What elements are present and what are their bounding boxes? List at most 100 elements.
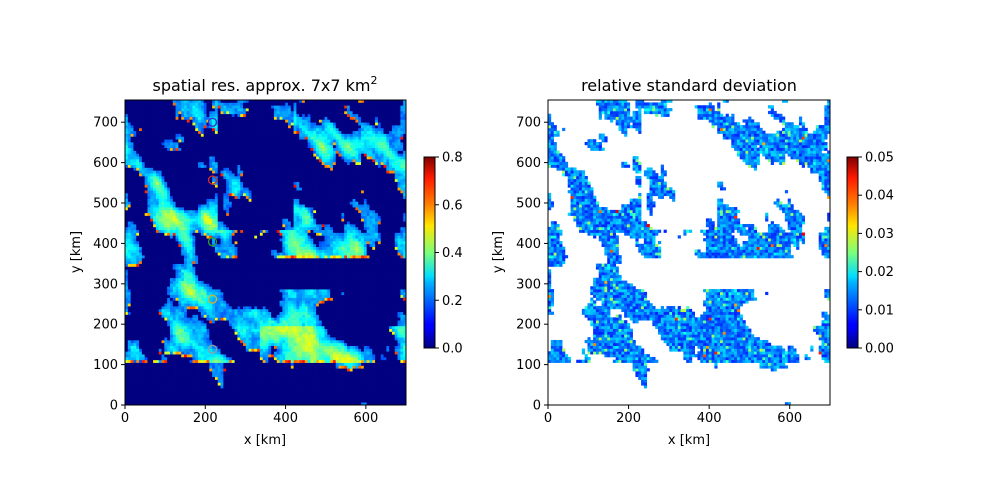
left-heatmap-cell bbox=[136, 272, 140, 276]
left-heatmap-cell bbox=[341, 388, 345, 392]
left-heatmap-cell bbox=[181, 303, 185, 307]
left-heatmap-cell bbox=[237, 331, 241, 335]
left-heatmap-cell bbox=[268, 294, 272, 298]
left-heatmap-cell bbox=[243, 317, 247, 321]
left-heatmap-cell bbox=[304, 402, 308, 406]
left-heatmap-cell bbox=[403, 317, 407, 321]
left-heatmap-cell bbox=[127, 328, 131, 332]
left-heatmap-cell bbox=[321, 297, 325, 301]
left-heatmap-cell bbox=[226, 359, 230, 363]
left-heatmap-cell bbox=[375, 379, 379, 383]
left-heatmap-cell bbox=[178, 390, 182, 395]
left-heatmap-cell bbox=[361, 359, 365, 363]
left-heatmap-cell bbox=[257, 362, 261, 366]
left-heatmap-cell bbox=[358, 280, 362, 284]
left-heatmap-cell bbox=[231, 328, 235, 332]
left-heatmap-cell bbox=[214, 283, 219, 287]
left-heatmap-cell bbox=[245, 362, 249, 366]
left-heatmap-cell bbox=[125, 362, 129, 366]
left-heatmap-cell bbox=[397, 371, 401, 375]
left-heatmap-cell bbox=[363, 263, 368, 267]
left-heatmap-cell bbox=[403, 308, 407, 313]
left-heatmap-cell bbox=[271, 274, 275, 279]
left-heatmap-cell bbox=[223, 266, 227, 270]
left-heatmap-cell bbox=[147, 317, 151, 321]
left-heatmap-cell bbox=[228, 337, 233, 341]
left-heatmap-cell bbox=[259, 331, 264, 335]
left-heatmap-cell bbox=[214, 322, 219, 327]
left-heatmap-cell bbox=[400, 269, 404, 273]
left-heatmap-cell bbox=[136, 351, 140, 355]
left-heatmap-cell bbox=[186, 283, 190, 287]
left-heatmap-cell bbox=[184, 373, 188, 378]
left-heatmap-cell bbox=[282, 291, 286, 296]
left-heatmap-cell bbox=[139, 351, 143, 355]
left-heatmap-cell bbox=[287, 393, 292, 397]
left-heatmap-cell bbox=[217, 354, 221, 358]
left-heatmap-cell bbox=[189, 388, 193, 392]
left-heatmap-cell bbox=[265, 331, 269, 335]
left-heatmap-cell bbox=[310, 362, 314, 366]
left-heatmap-cell bbox=[248, 325, 252, 329]
left-heatmap-cell bbox=[167, 306, 171, 310]
left-heatmap-cell bbox=[125, 266, 129, 270]
left-heatmap-cell bbox=[282, 286, 286, 290]
left-heatmap-cell bbox=[257, 274, 261, 279]
left-heatmap-cell bbox=[130, 314, 134, 318]
left-heatmap-cell bbox=[394, 325, 398, 329]
left-heatmap-cell bbox=[234, 274, 238, 279]
left-heatmap-cell bbox=[155, 308, 160, 313]
left-heatmap-cell bbox=[257, 303, 261, 307]
left-heatmap-cell bbox=[383, 385, 387, 389]
left-heatmap-cell bbox=[130, 376, 134, 380]
left-heatmap-cell bbox=[299, 342, 303, 346]
left-heatmap-cell bbox=[169, 342, 174, 346]
left-heatmap-cell bbox=[318, 373, 323, 378]
left-heatmap-cell bbox=[127, 325, 131, 329]
left-heatmap-cell bbox=[363, 393, 368, 397]
left-heatmap-cell bbox=[136, 274, 140, 279]
left-heatmap-cell bbox=[192, 266, 196, 270]
left-heatmap-cell bbox=[189, 331, 193, 335]
left-heatmap-cell bbox=[296, 376, 300, 380]
left-heatmap-cell bbox=[150, 348, 154, 352]
left-heatmap-cell bbox=[302, 382, 306, 386]
left-heatmap-cell bbox=[355, 388, 359, 392]
left-heatmap-cell bbox=[127, 272, 131, 276]
left-heatmap-cell bbox=[189, 289, 193, 293]
left-heatmap-cell bbox=[307, 342, 311, 346]
left-heatmap-cell bbox=[302, 303, 306, 307]
left-heatmap-cell bbox=[259, 337, 264, 341]
left-heatmap-cell bbox=[237, 306, 241, 310]
left-heatmap-cell bbox=[198, 402, 202, 406]
left-heatmap-cell bbox=[161, 286, 165, 290]
left-heatmap-cell bbox=[164, 356, 168, 361]
left-heatmap-cell bbox=[324, 297, 328, 301]
left-heatmap-cell bbox=[125, 365, 129, 369]
left-heatmap-cell bbox=[141, 277, 146, 281]
left-heatmap-cell bbox=[304, 269, 308, 273]
left-heatmap-cell bbox=[265, 325, 269, 329]
left-heatmap-cell bbox=[155, 362, 160, 366]
left-heatmap-cell bbox=[203, 277, 207, 281]
left-heatmap-cell bbox=[147, 289, 151, 293]
left-heatmap-cell bbox=[358, 390, 362, 395]
left-heatmap-cell bbox=[139, 379, 143, 383]
left-heatmap-cell bbox=[318, 402, 323, 406]
left-heatmap-cell bbox=[161, 277, 165, 281]
left-heatmap-cell bbox=[369, 297, 373, 301]
left-heatmap-cell bbox=[150, 402, 154, 406]
left-heatmap-cell bbox=[243, 365, 247, 369]
left-heatmap-cell bbox=[169, 402, 174, 406]
left-heatmap-cell bbox=[155, 325, 160, 329]
left-heatmap-cell bbox=[344, 266, 348, 270]
left-heatmap-cell bbox=[209, 311, 213, 315]
left-heatmap-cell bbox=[338, 342, 342, 346]
left-heatmap-cell bbox=[279, 334, 283, 338]
left-heatmap-cell bbox=[144, 303, 148, 307]
left-heatmap-cell bbox=[352, 373, 356, 378]
left-heatmap-cell bbox=[164, 317, 168, 321]
left-heatmap-cell bbox=[234, 311, 238, 315]
left-heatmap-cell bbox=[332, 300, 337, 304]
left-heatmap-cell bbox=[304, 314, 308, 318]
